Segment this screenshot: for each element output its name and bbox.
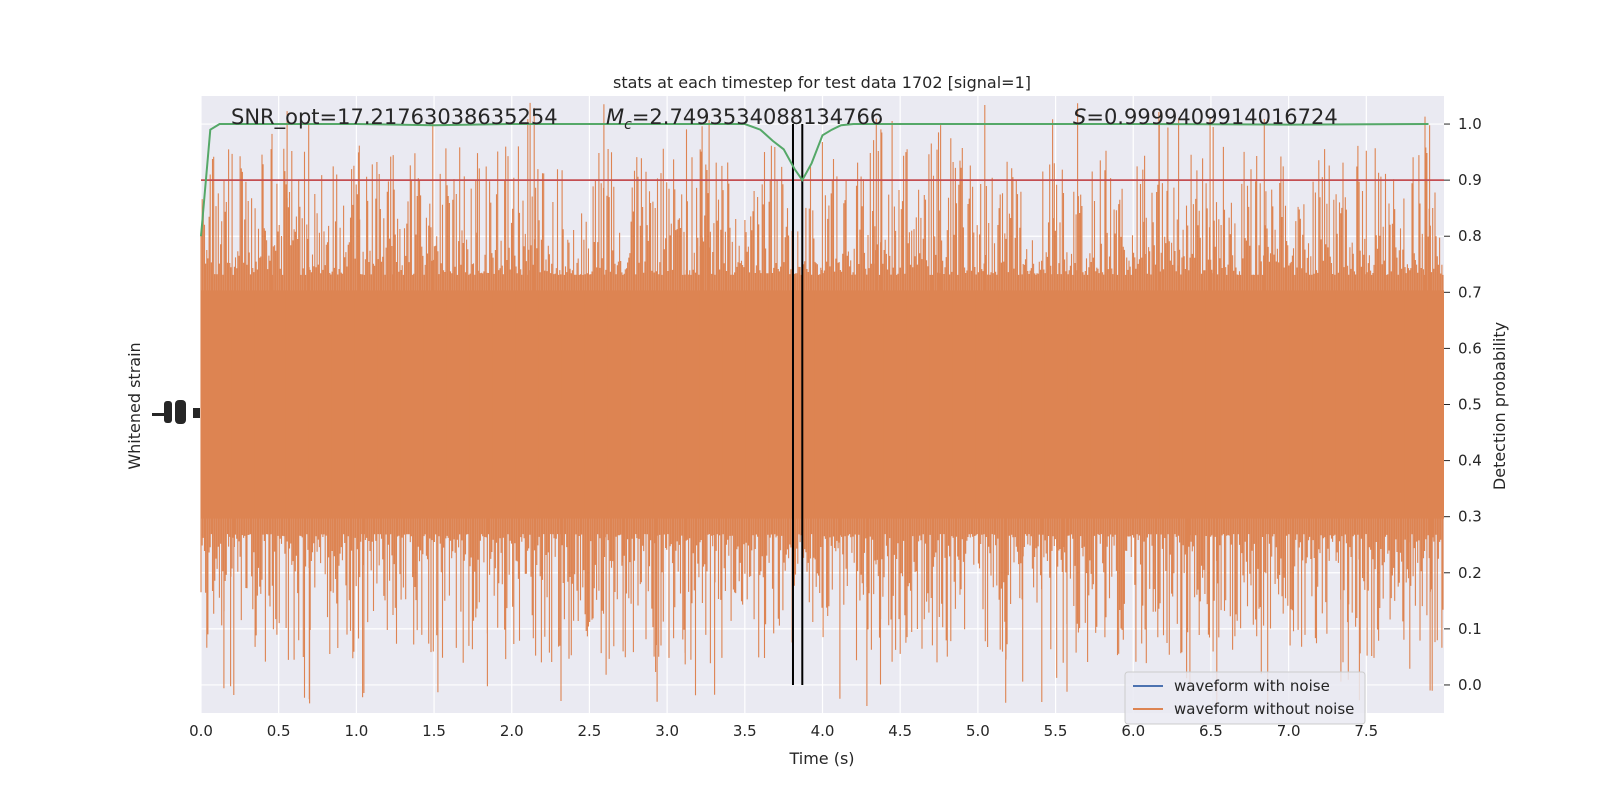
- x-tick-label: 6.0: [1121, 722, 1145, 740]
- y-tick-label: 0.3: [1458, 508, 1482, 526]
- legend-entry-with-noise: waveform with noise: [1174, 677, 1330, 695]
- s-symbol: S: [1073, 105, 1086, 129]
- right-y-axis-label: Detection probability: [1490, 322, 1509, 490]
- detection-probability-line: [200, 123, 1429, 237]
- legend: waveform with noise waveform without noi…: [1124, 671, 1366, 725]
- left-tick-label: [164, 401, 172, 423]
- s-annotation: S=0.9999409914016724: [1073, 105, 1338, 129]
- legend-box: [1124, 671, 1366, 725]
- x-tick-label: 2.0: [500, 722, 524, 740]
- left-tick-mark: [193, 408, 200, 418]
- left-y-axis-label: Whitened strain: [125, 342, 144, 469]
- x-tick-label: 4.5: [888, 722, 912, 740]
- mc-value: =2.7493534088134766: [632, 105, 883, 129]
- x-tick-label: 3.5: [733, 722, 757, 740]
- s-value: =0.9999409914016724: [1086, 105, 1337, 129]
- right-y-axis-ticks: 0.0 0.1 0.2 0.3 0.4 0.5 0.6 0.7 0.8 0.9 1.0: [1444, 115, 1482, 694]
- x-tick-label: 4.0: [811, 722, 835, 740]
- y-tick-label: 0.7: [1458, 283, 1482, 301]
- chart-title: stats at each timestep for test data 170…: [613, 73, 1031, 92]
- x-tick-label: 1.5: [422, 722, 446, 740]
- legend-entry-without-noise: waveform without noise: [1174, 700, 1354, 718]
- y-tick-label: 0.4: [1458, 452, 1482, 470]
- y-tick-label: 0.8: [1458, 227, 1482, 245]
- mc-subscript: c: [624, 117, 632, 133]
- y-tick-label: 0.2: [1458, 564, 1482, 582]
- left-axis-tick-cluster: [152, 400, 200, 424]
- y-tick-label: 0.9: [1458, 171, 1482, 189]
- x-tick-label: 0.5: [267, 722, 291, 740]
- y-tick-label: 0.5: [1458, 396, 1482, 414]
- event-markers: [791, 124, 804, 685]
- left-tick-mark: [152, 413, 164, 416]
- waveform-trace: [200, 102, 1444, 707]
- x-tick-label: 5.0: [966, 722, 990, 740]
- x-tick-label: 5.5: [1044, 722, 1068, 740]
- x-tick-label: 2.5: [578, 722, 602, 740]
- y-tick-label: 0.0: [1458, 676, 1482, 694]
- x-axis-ticks: 0.0 0.5 1.0 1.5 2.0 2.5 3.0 3.5 4.0 4.5 5.0 5.5 6.0 6…: [189, 722, 1378, 740]
- x-tick-label: 0.0: [189, 722, 213, 740]
- x-tick-label: 7.0: [1277, 722, 1301, 740]
- x-tick-label: 7.5: [1354, 722, 1378, 740]
- waveform-without-noise-series: [200, 102, 1444, 707]
- x-axis-label: Time (s): [788, 749, 854, 768]
- x-tick-label: 3.0: [655, 722, 679, 740]
- snr-annotation: SNR_opt=17.21763038635254: [231, 105, 558, 130]
- x-tick-label: 6.5: [1199, 722, 1223, 740]
- mc-symbol: M: [606, 105, 624, 129]
- y-tick-label: 0.6: [1458, 339, 1482, 357]
- left-tick-label: [175, 400, 186, 424]
- y-tick-label: 0.1: [1458, 620, 1482, 638]
- x-tick-label: 1.0: [344, 722, 368, 740]
- y-tick-label: 1.0: [1458, 115, 1482, 133]
- mc-annotation: Mc=2.7493534088134766: [606, 105, 883, 133]
